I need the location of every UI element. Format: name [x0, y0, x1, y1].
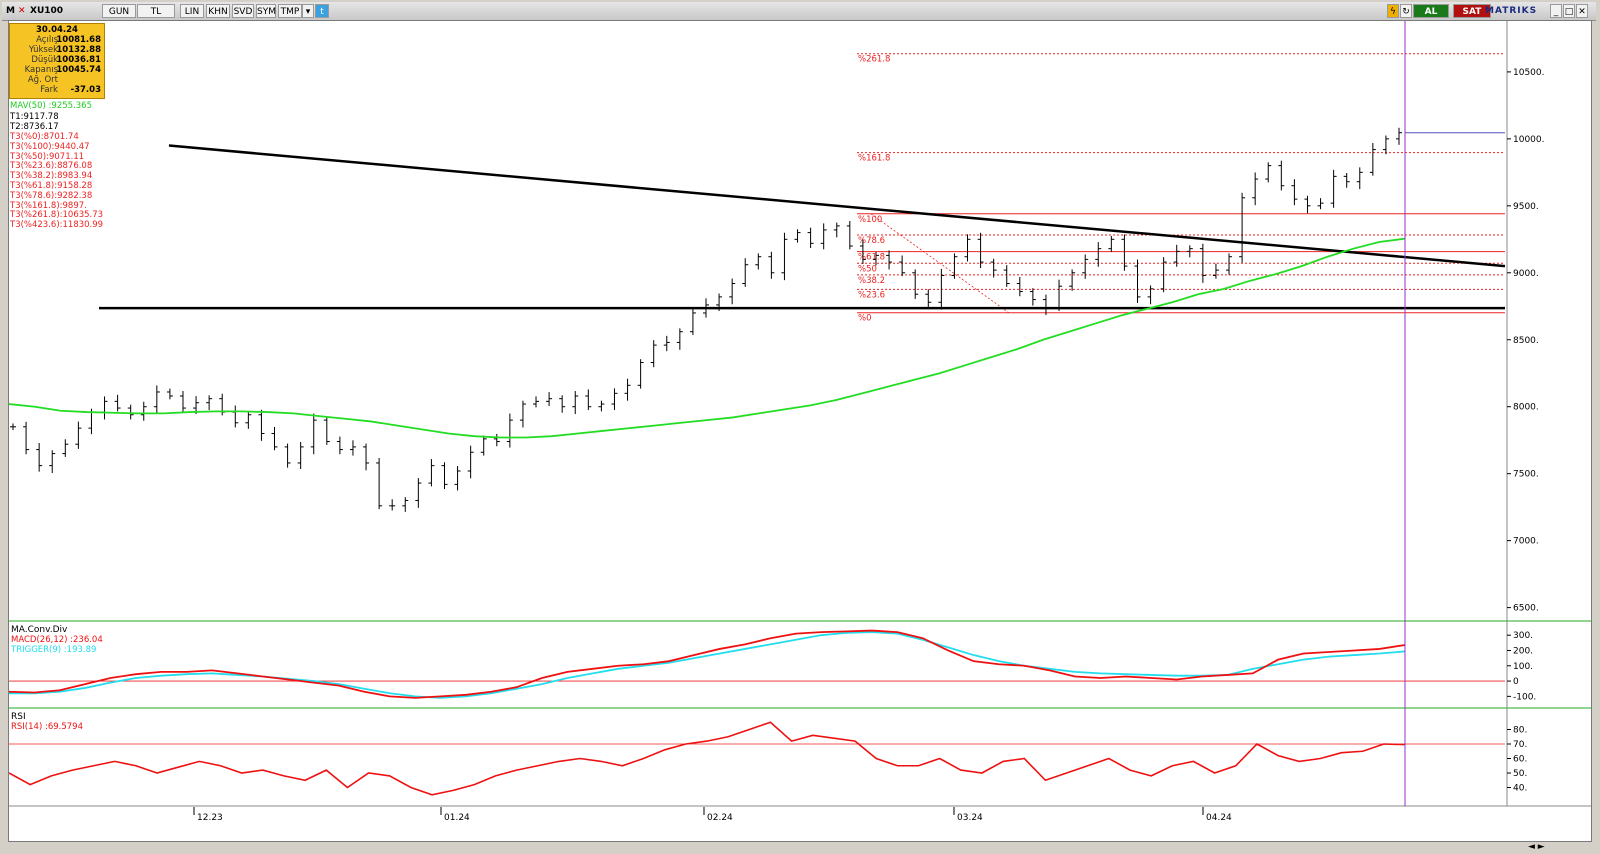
macd-tick-label: -100. — [1513, 692, 1536, 702]
price-tick-label: 8000. — [1513, 403, 1539, 413]
rsi-title: RSI — [11, 712, 26, 722]
rsi-tick-label: 70. — [1513, 740, 1527, 750]
rsi-tick-label: 60. — [1513, 755, 1527, 765]
mav50-line — [8, 237, 1406, 439]
status-bar: ◄ ► — [0, 842, 1600, 854]
info-value: 10045.74 — [56, 65, 101, 75]
rsi-label: RSI(14) :69.5794 — [11, 722, 83, 732]
brand-logo: MATRIKS — [1485, 6, 1538, 16]
macd-tick-label: 200. — [1513, 646, 1533, 656]
fib-value-item: T3(%23.6):8876.08 — [10, 161, 93, 172]
volume-button[interactable]: SVD — [232, 4, 254, 18]
fib-value-item: T3(%38.2):8983.94 — [10, 171, 93, 182]
chart-area[interactable]: 6500. 7000. 7500. 8000. 8500. 9000. 9500. 10000… — [8, 20, 1592, 842]
lightning-icon[interactable]: ϟ — [1387, 4, 1399, 18]
fib-value-item: T3(%100):9440.47 — [10, 141, 90, 152]
trendline-label-1: T1:9117.78 — [10, 112, 59, 122]
price-tick-label: 9000. — [1513, 269, 1539, 279]
fib-value-item: T3(%78.6):9282.38 — [10, 190, 93, 201]
x-tick-label: 04.24 — [1206, 813, 1232, 823]
maximize-icon[interactable]: □ — [1563, 4, 1575, 18]
fib-diagonal — [870, 213, 1010, 314]
candle-button[interactable]: KHN — [206, 4, 230, 18]
fib-level-label: %38.2 — [858, 276, 885, 286]
app-menu-icon[interactable]: M — [6, 6, 15, 16]
info-label: Ağ. Ort — [27, 75, 58, 85]
minimize-icon[interactable]: _ — [1550, 4, 1562, 18]
info-value: 10132.88 — [56, 45, 101, 55]
info-label: Fark — [40, 85, 58, 95]
fib-level-label: %78.6 — [858, 236, 885, 246]
macd-tick-label: 100. — [1513, 662, 1533, 672]
fib-value-item: T3(%0):8701.74 — [10, 132, 79, 142]
info-label: Açılış — [36, 35, 58, 45]
rsi-tick-label: 80. — [1513, 726, 1527, 736]
nav-arrows-icon[interactable]: ◄ ► — [1528, 842, 1545, 852]
x-tick-label: 03.24 — [957, 813, 983, 823]
resistance-trendline — [168, 144, 1506, 268]
symbol-button[interactable]: SYM — [256, 4, 276, 18]
fib-level-label: %261.8 — [858, 55, 890, 65]
macd-tick-label: 300. — [1513, 631, 1533, 641]
fib-level-label: %50 — [858, 264, 877, 274]
rsi-tick-label: 40. — [1513, 784, 1527, 794]
fib-level-label: %0 — [858, 314, 872, 324]
price-tick-label: 6500. — [1513, 604, 1539, 614]
symbol-close-icon[interactable]: ✕ — [18, 6, 26, 16]
twitter-icon[interactable]: t — [315, 4, 329, 18]
sell-button[interactable]: SAT — [1453, 4, 1491, 18]
price-tick-label: 9500. — [1513, 202, 1539, 212]
price-tick-label: 10500. — [1513, 68, 1545, 78]
info-label: Düşük — [31, 55, 58, 65]
dropdown-icon[interactable]: ▾ — [302, 4, 314, 18]
template-button[interactable]: TMP — [278, 4, 302, 18]
fib-level-label: %61.8 — [858, 253, 885, 263]
rsi-line — [8, 721, 1406, 796]
price-tick-label: 7500. — [1513, 470, 1539, 480]
fib-value-list: T3(%0):8701.74 T3(%100):9440.47 T3(%50):90… — [10, 132, 104, 231]
x-tick-label: 12.23 — [197, 813, 223, 823]
mav-label: MAV(50) :9255.365 — [10, 101, 92, 111]
macd-title: MA.Conv.Div — [11, 625, 68, 635]
x-tick-label: 02.24 — [707, 813, 733, 823]
buy-button[interactable]: AL — [1413, 4, 1449, 18]
toolbar: M ✕ XU100 GUN TL LIN KHN SVD SYM TMP ▾ t… — [2, 2, 1596, 21]
macd-label: MACD(26,12) :236.04 — [11, 635, 103, 645]
info-value: -37.03 — [70, 85, 101, 95]
rsi-tick-label: 50. — [1513, 769, 1527, 779]
trigger-line — [9, 631, 1406, 699]
fib-level-label: %100 — [858, 215, 882, 225]
macd-line — [8, 629, 1406, 699]
macd-tick-label: 0 — [1513, 677, 1519, 687]
price-tick-label: 8500. — [1513, 336, 1539, 346]
fib-value-item: T3(%161.8):9897. — [10, 200, 87, 211]
ohlc-info-box: 30.04.24 Açılış 10081.68 Yüksek 10132.88 D… — [9, 23, 105, 99]
linear-button[interactable]: LIN — [180, 4, 204, 18]
fib-level-label: %23.6 — [858, 290, 885, 300]
refresh-icon[interactable]: ↻ — [1400, 4, 1412, 18]
fib-level-label: %161.8 — [858, 154, 890, 164]
trigger-label: TRIGGER(9) :193.89 — [10, 645, 96, 655]
info-label: Kapanış — [24, 65, 58, 75]
fib-value-item: T3(%50):9071.11 — [10, 151, 85, 162]
info-date: 30.04.24 — [36, 25, 78, 35]
fib-value-item: T3(%61.8):9158.28 — [10, 180, 93, 191]
price-tick-label: 10000. — [1513, 135, 1545, 145]
fib-value-item: T3(%423.6):11830.99 — [10, 220, 104, 231]
close-icon[interactable]: ✕ — [1576, 4, 1588, 18]
chart-svg[interactable]: 6500. 7000. 7500. 8000. 8500. 9000. 9500. 10000… — [8, 21, 1591, 841]
symbol-label[interactable]: XU100 — [30, 6, 64, 16]
trendline-label-2: T2:8736.17 — [10, 122, 59, 132]
currency-button[interactable]: TL — [137, 4, 175, 18]
price-tick-label: 7000. — [1513, 537, 1539, 547]
period-button[interactable]: GUN — [102, 4, 136, 18]
fib-value-item: T3(%261.8):10635.73 — [10, 210, 104, 221]
info-value: 10081.68 — [56, 35, 101, 45]
info-label: Yüksek — [28, 45, 58, 55]
info-value: 10036.81 — [56, 55, 101, 65]
x-tick-label: 01.24 — [444, 813, 470, 823]
